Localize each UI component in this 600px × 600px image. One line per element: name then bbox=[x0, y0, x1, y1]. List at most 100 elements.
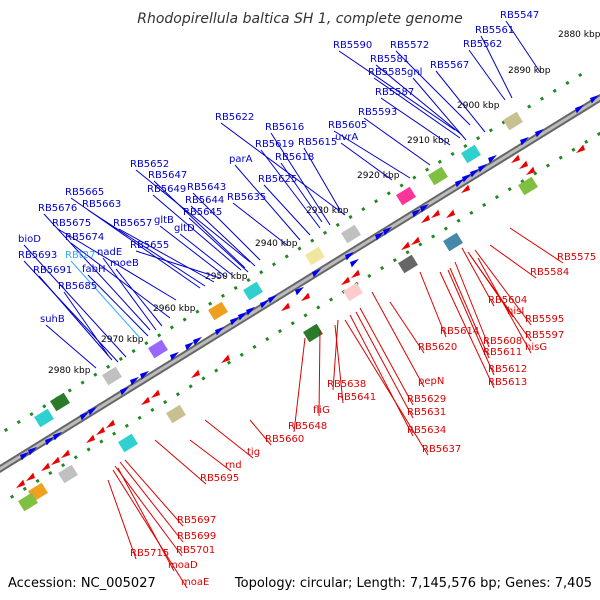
forward-gene-arrow bbox=[80, 411, 89, 421]
reverse-gene-label: hisI bbox=[507, 306, 524, 317]
forward-gene-arrow bbox=[238, 311, 247, 321]
forward-gene-leader-line bbox=[159, 225, 227, 278]
forward-gene-label: RB5581 bbox=[370, 54, 409, 65]
reverse-gene-arrow bbox=[61, 449, 70, 459]
reverse-gene-arrow bbox=[401, 241, 410, 251]
forward-gene-label: RB5645 bbox=[183, 207, 222, 218]
reverse-gene-leader-line bbox=[509, 227, 564, 264]
forward-gene-label: RB5655 bbox=[130, 240, 169, 251]
reverse-gene-label: RB5699 bbox=[177, 531, 216, 542]
forward-gene-leader-line bbox=[505, 20, 541, 73]
forward-gene-arrow bbox=[412, 208, 421, 218]
reverse-gene-label: RB5629 bbox=[407, 394, 446, 405]
reverse-gene-arrow bbox=[26, 472, 35, 482]
forward-gene-leader-line bbox=[340, 142, 393, 181]
tick-label: 2970 kbp bbox=[101, 335, 144, 345]
reverse-gene-arrow bbox=[576, 144, 585, 154]
forward-gene-leader-line bbox=[220, 122, 346, 216]
forward-gene-leader-line bbox=[373, 77, 461, 139]
feature-box bbox=[305, 246, 325, 266]
forward-gene-leader-line bbox=[380, 97, 451, 146]
forward-gene-arrow bbox=[575, 104, 584, 114]
reverse-gene-arrow bbox=[221, 354, 230, 364]
reverse-gene-arrow bbox=[86, 434, 95, 444]
forward-gene-arrow bbox=[88, 406, 97, 416]
reverse-gene-leader-line bbox=[332, 319, 339, 391]
forward-gene-leader-line bbox=[338, 50, 456, 131]
forward-gene-leader-line bbox=[152, 194, 242, 271]
reverse-gene-label: RB5575 bbox=[557, 252, 596, 263]
reverse-gene-arrows bbox=[16, 144, 585, 489]
label-leader-lines bbox=[23, 20, 564, 589]
forward-gene-leader-line bbox=[395, 50, 471, 126]
forward-gene-leader-line bbox=[188, 217, 249, 273]
reverse-gene-arrow bbox=[41, 462, 50, 472]
reverse-gene-arrow bbox=[141, 396, 150, 406]
forward-gene-arrow bbox=[45, 436, 54, 446]
forward-gene-label: RB5676 bbox=[38, 203, 77, 214]
feature-box bbox=[341, 224, 361, 244]
reverse-gene-label: RB5604 bbox=[488, 295, 527, 306]
forward-gene-arrow bbox=[488, 154, 497, 164]
feature-box bbox=[398, 254, 418, 274]
tick-label: 2980 kbp bbox=[48, 366, 91, 376]
forward-gene-label: RB5561 bbox=[475, 25, 514, 36]
reverse-gene-leader-line bbox=[334, 324, 344, 404]
forward-gene-label: bioD bbox=[18, 234, 41, 245]
reverse-gene-arrow bbox=[106, 419, 115, 429]
reverse-gene-arrow bbox=[151, 389, 160, 399]
forward-gene-label: RB5675 bbox=[52, 218, 91, 229]
forward-gene-label: moeB bbox=[110, 258, 139, 269]
reverse-gene-leader-line bbox=[454, 261, 490, 348]
forward-gene-arrow bbox=[455, 178, 464, 188]
forward-gene-arrow bbox=[230, 316, 239, 326]
tick-label: 2960 kbp bbox=[153, 304, 196, 314]
reverse-gene-leader-line bbox=[355, 311, 414, 419]
forward-gene-leader-line bbox=[57, 228, 177, 301]
forward-gene-label: RB5693 bbox=[18, 250, 57, 261]
reverse-gene-label: tig bbox=[247, 447, 260, 458]
reverse-gene-leader-line bbox=[419, 271, 447, 338]
reverse-gene-leader-line bbox=[154, 439, 207, 485]
forward-gene-leader-line bbox=[480, 35, 513, 99]
forward-gene-arrow bbox=[185, 341, 194, 351]
forward-gene-leader-line bbox=[363, 117, 431, 166]
forward-gene-label: RB5647 bbox=[148, 170, 187, 181]
forward-gene-label: RB5665 bbox=[65, 187, 104, 198]
reverse-gene-label: pepN bbox=[418, 376, 444, 387]
reverse-gene-label: RB5697 bbox=[177, 515, 216, 526]
reverse-gene-label: RB5597 bbox=[525, 330, 564, 341]
forward-gene-arrow bbox=[470, 168, 479, 178]
feature-box bbox=[50, 392, 70, 412]
forward-gene-label: fabH bbox=[82, 264, 106, 275]
reverse-gene-leader-line bbox=[389, 301, 425, 354]
forward-gene-arrow bbox=[140, 370, 149, 380]
forward-gene-label: RB5605 bbox=[328, 120, 367, 131]
forward-gene-label: RB5644 bbox=[185, 195, 224, 206]
reverse-gene-leader-line bbox=[117, 467, 175, 572]
forward-gene-label: RB5593 bbox=[358, 107, 397, 118]
forward-gene-label: RB5585 bbox=[368, 67, 407, 78]
forward-gene-leader-line bbox=[333, 130, 411, 179]
reverse-gene-label: RB5634 bbox=[407, 425, 446, 436]
tick-label: 2930 kbp bbox=[306, 206, 349, 216]
reverse-gene-leader-line bbox=[447, 269, 495, 376]
forward-gene-arrow bbox=[478, 163, 487, 173]
reverse-gene-label: RB5611 bbox=[483, 347, 522, 358]
tick-label: 2880 kbp bbox=[558, 30, 600, 40]
feature-box bbox=[396, 186, 416, 206]
reverse-gene-label: hisG bbox=[525, 342, 547, 353]
forward-gene-arrow bbox=[28, 446, 37, 456]
reverse-gene-arrow bbox=[421, 214, 430, 224]
forward-gene-arrow bbox=[295, 286, 304, 296]
feature-box bbox=[428, 166, 448, 186]
reverse-gene-label: RB5648 bbox=[288, 421, 327, 432]
reverse-gene-leader-line bbox=[477, 257, 532, 354]
forward-gene-leader-line bbox=[135, 169, 251, 263]
forward-gene-arrow bbox=[350, 258, 359, 268]
reverse-gene-arrow bbox=[526, 166, 535, 176]
forward-gene-arrow bbox=[130, 376, 139, 386]
forward-gene-arrow bbox=[53, 431, 62, 441]
forward-gene-label: RB5663 bbox=[82, 199, 121, 210]
